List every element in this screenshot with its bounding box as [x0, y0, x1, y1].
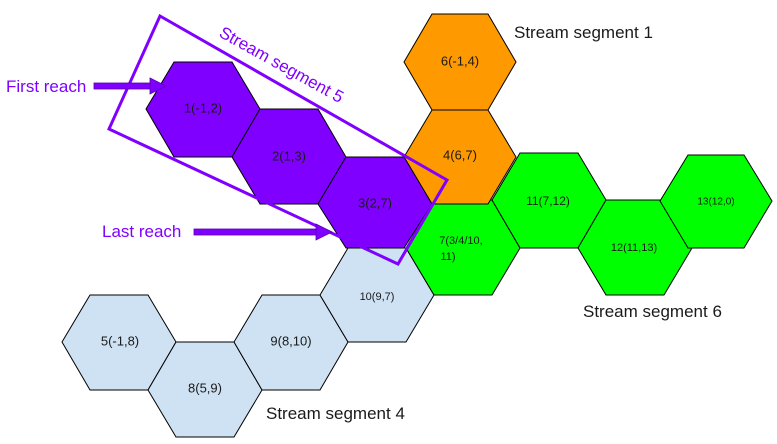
- hex-7: 7(3/4/10, 11): [405, 199, 521, 296]
- hex-5-label: 5(-1,8): [101, 333, 139, 348]
- hex-6: 6(-1,4): [403, 13, 517, 111]
- segment-6-label: Stream segment 6: [583, 302, 722, 321]
- hex-13-label: 13(12,0): [697, 197, 734, 208]
- hex-9: 9(8,10): [233, 294, 349, 391]
- hex-10-label: 10(9,7): [360, 291, 395, 303]
- segment-4-label: Stream segment 4: [266, 404, 405, 423]
- last-reach-arrow: [193, 223, 333, 241]
- hex-12: 12(11,13): [577, 199, 693, 296]
- hex-8-label: 8(5,9): [188, 380, 222, 395]
- hex-4-label: 4(6,7): [443, 147, 477, 162]
- segment-5-outline: [107, 13, 450, 266]
- hex-3: 3(2,7): [317, 156, 433, 249]
- hex-11: 11(7,12): [491, 152, 607, 249]
- hex-2: 2(1,3): [231, 108, 347, 205]
- hex-7-label-line1: 7(3/4/10,: [439, 235, 482, 247]
- hex-11-label: 11(7,12): [526, 194, 570, 208]
- hex-3-label: 3(2,7): [358, 195, 392, 210]
- hex-9-label: 9(8,10): [270, 333, 311, 348]
- hex-1-label: 1(-1,2): [184, 100, 222, 115]
- hex-1: 1(-1,2): [145, 61, 261, 158]
- hex-2-label: 2(1,3): [272, 148, 306, 163]
- first-reach-label: First reach: [6, 77, 86, 96]
- hex-13: 13(12,0): [659, 154, 773, 249]
- hex-6-label: 6(-1,4): [441, 53, 479, 68]
- last-reach-label: Last reach: [102, 222, 181, 241]
- first-reach-arrow: [93, 77, 167, 95]
- hex-12-label: 12(11,13): [611, 242, 657, 254]
- segment-1-label: Stream segment 1: [514, 23, 653, 42]
- hex-7-label-line2: 11): [440, 251, 455, 263]
